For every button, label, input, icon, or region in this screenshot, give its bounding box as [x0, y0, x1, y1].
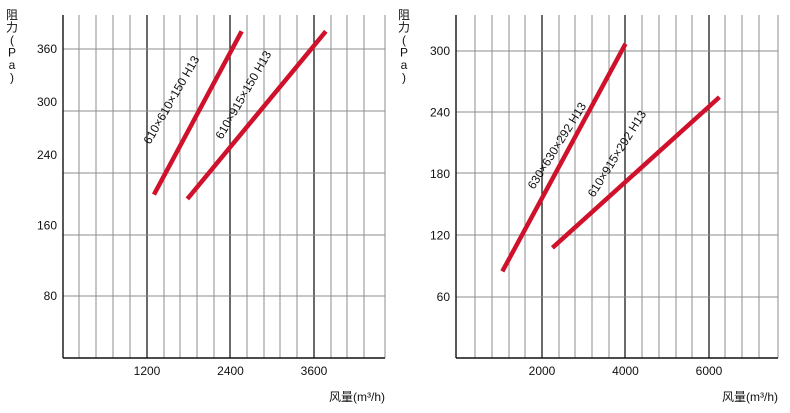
- y-tick-label: 60: [437, 290, 451, 304]
- chart-left: 80 160 240 300 360 1200 2400 3600 阻力(Pa) 风量(m³/h)…: [6, 8, 386, 404]
- y-tick-label: 240: [430, 106, 450, 120]
- x-tick-label: 6000: [696, 364, 723, 378]
- y-axis-label-char: (: [402, 33, 406, 47]
- y-axis-label-char: ): [10, 71, 14, 85]
- y-axis-label-char: P: [400, 46, 408, 60]
- y-tick-label: 360: [37, 42, 57, 56]
- y-tick-label: 160: [37, 218, 57, 232]
- y-tick-label: 300: [430, 44, 450, 58]
- series-line: [185, 29, 328, 201]
- series-label: 610×915×150 H13: [212, 48, 274, 141]
- series-line: [500, 42, 628, 273]
- y-axis-label-char: 力: [398, 21, 410, 35]
- x-tick-label: 4000: [612, 364, 639, 378]
- series-label: 630×630×292 H13: [525, 100, 590, 192]
- y-tick-label: 120: [430, 229, 450, 243]
- y-axis-label-char: P: [8, 46, 16, 60]
- y-axis-label-char: (: [10, 33, 14, 47]
- x-tick-label: 1200: [134, 364, 161, 378]
- x-tick-label: 2000: [529, 364, 556, 378]
- y-axis-label-char: ): [402, 71, 406, 85]
- x-tick-label: 3600: [301, 364, 328, 378]
- y-axis-label-char: 阻: [6, 8, 18, 22]
- y-axis-label-char: 力: [6, 21, 18, 35]
- y-tick-label: 180: [430, 167, 450, 181]
- series-label: 610×610×150 H13: [140, 53, 202, 146]
- series-label: 610×915×292 H13: [585, 108, 650, 200]
- y-axis-label-char: 阻: [398, 8, 410, 22]
- y-tick-label: 300: [37, 95, 57, 109]
- x-tick-label: 2400: [217, 364, 244, 378]
- series-line: [550, 95, 721, 250]
- series-line: [151, 30, 244, 196]
- y-tick-label: 240: [37, 148, 57, 162]
- y-axis-label-char: a: [401, 58, 408, 72]
- y-axis-label-char: a: [9, 58, 16, 72]
- chart-right: 60 120 180 240 300 2000 4000 6000 阻力(Pa) 风量(m³/h)…: [398, 8, 779, 404]
- x-axis-label: 风量(m³/h): [722, 390, 778, 404]
- y-tick-label: 80: [44, 289, 58, 303]
- x-axis-label: 风量(m³/h): [329, 390, 385, 404]
